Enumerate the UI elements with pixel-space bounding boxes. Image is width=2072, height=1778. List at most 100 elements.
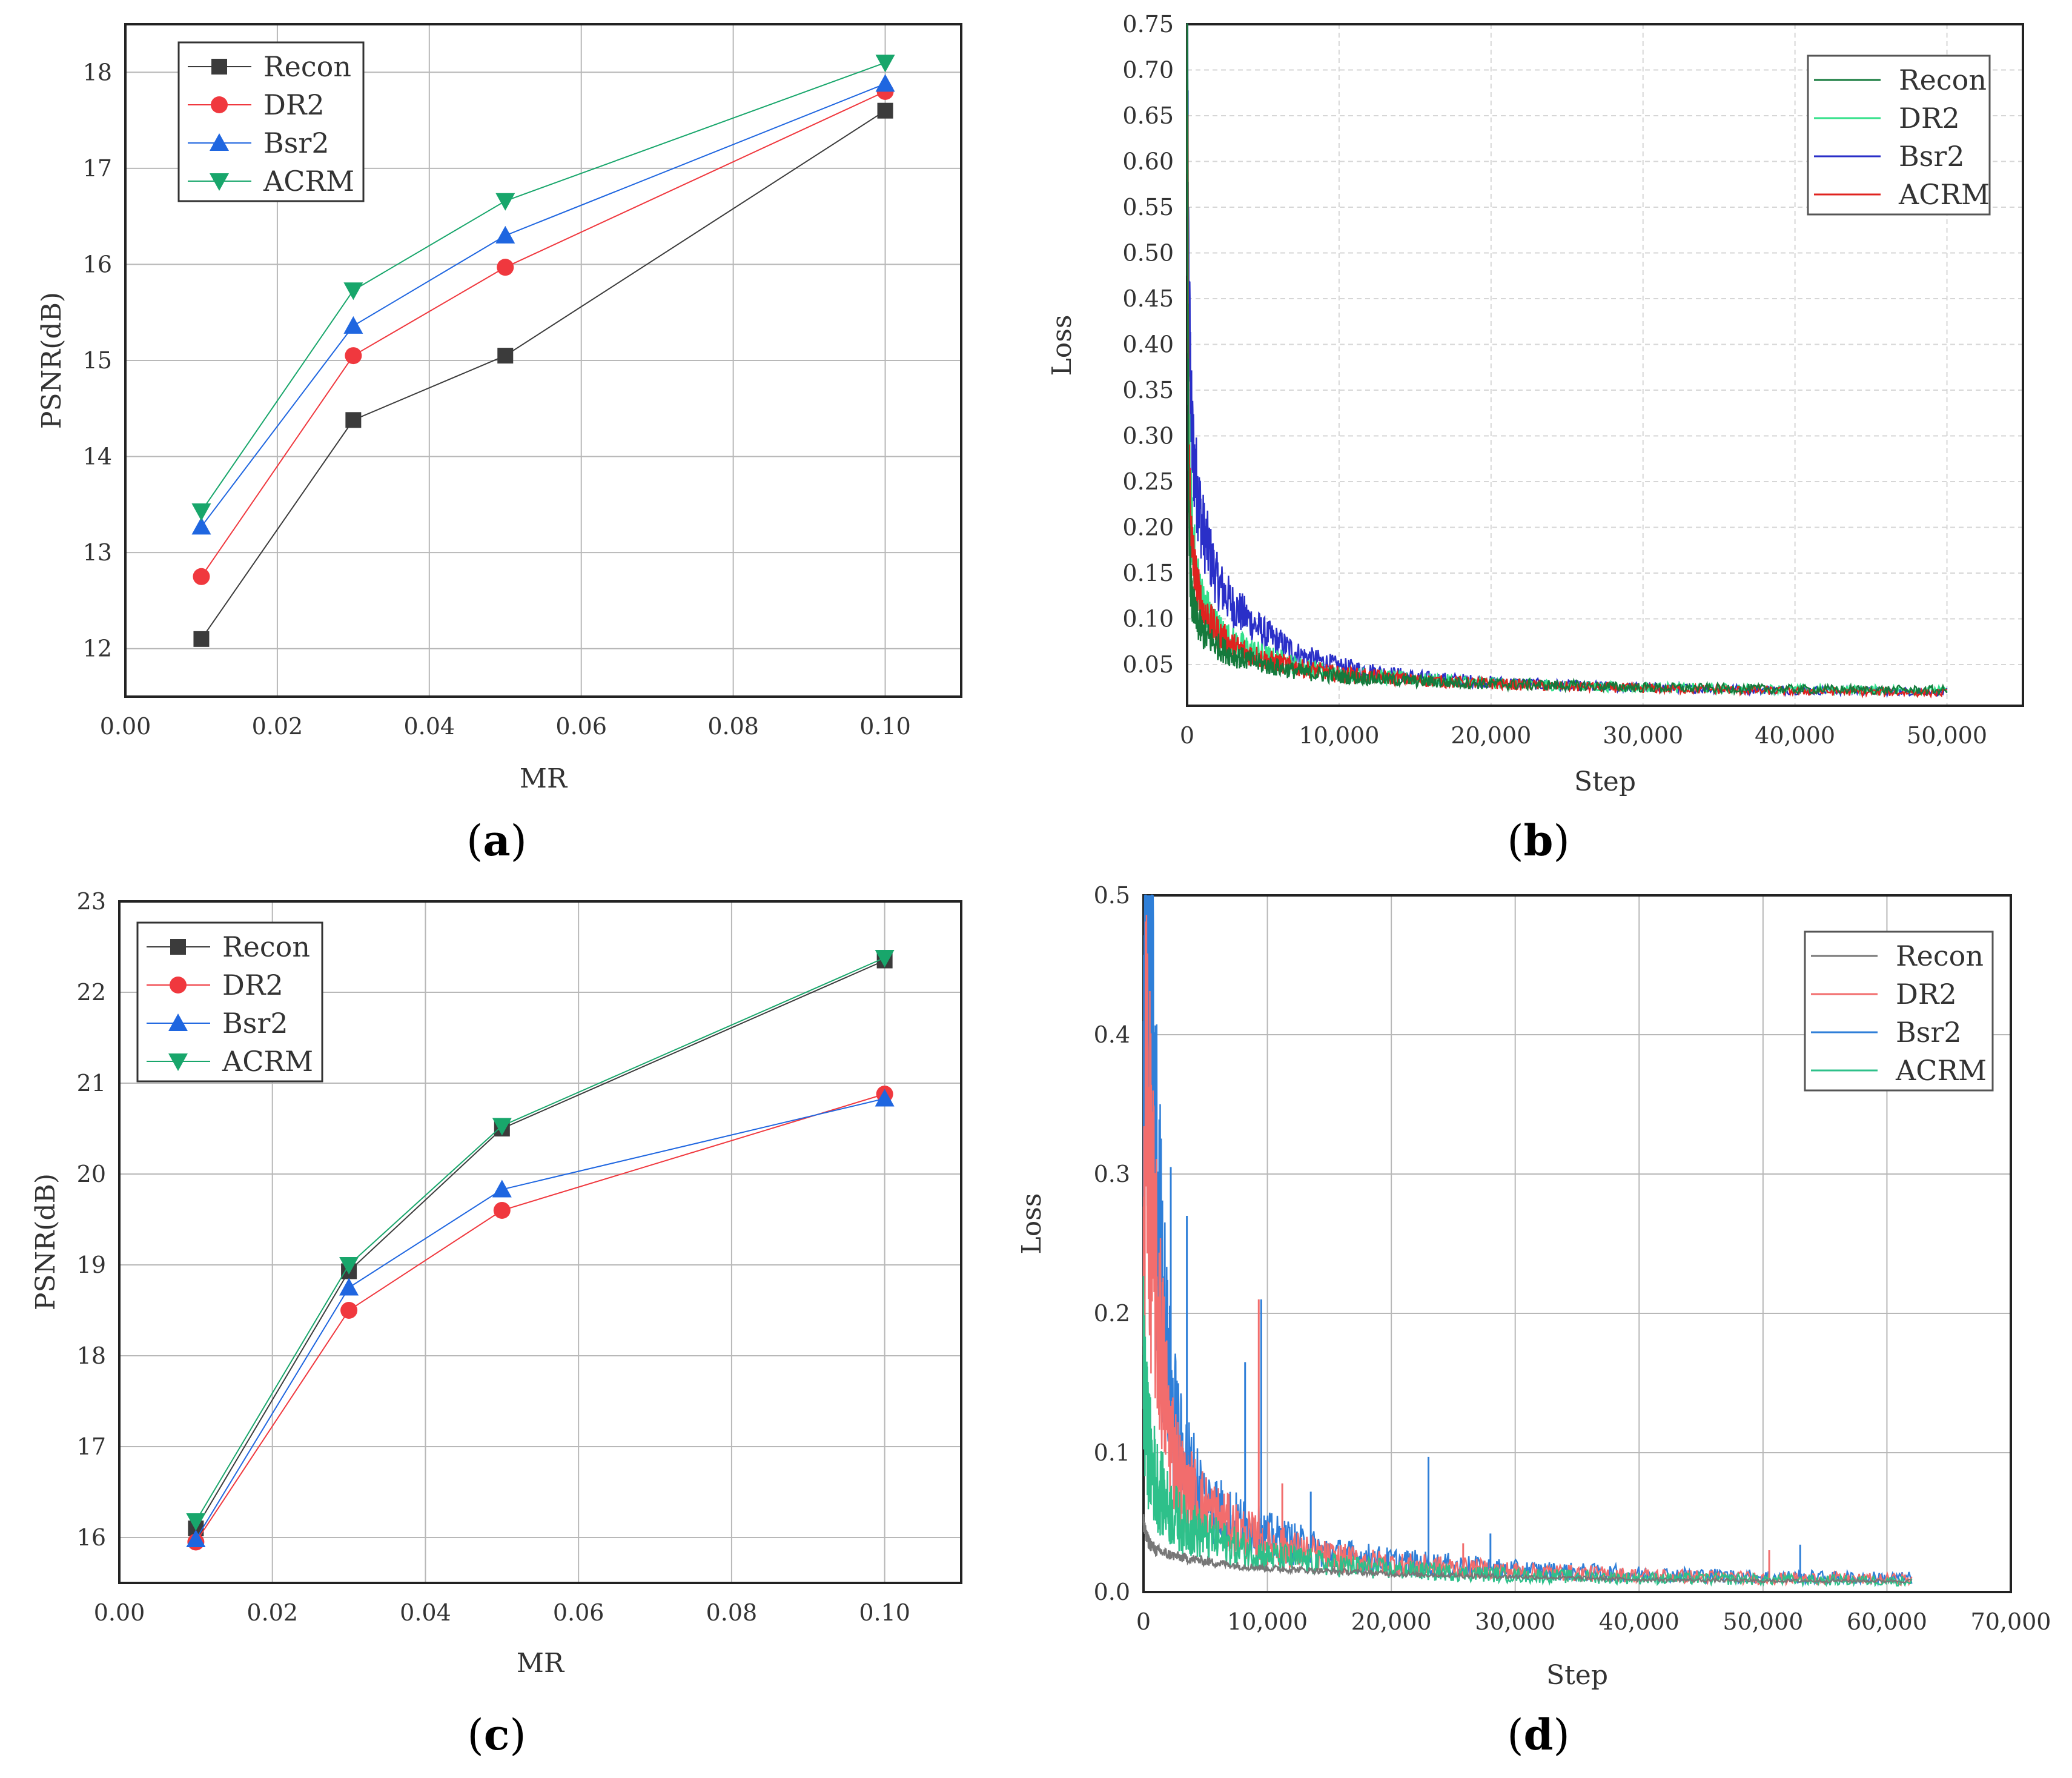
plot-frame-b: [1186, 23, 2024, 707]
y-tick-label: 21: [77, 1070, 106, 1096]
data-point-acrm: [875, 55, 895, 73]
x-tick-label: 30,000: [1475, 1608, 1555, 1635]
panel-letter-d: d: [1524, 1710, 1554, 1760]
legend-label-bsr2: Bsr2: [222, 1007, 288, 1040]
y-tick-label: 0.70: [1122, 57, 1174, 84]
data-point-acrm: [343, 282, 363, 300]
legend-marker-recon: [170, 939, 186, 955]
legend-label-dr2: DR2: [1899, 102, 1960, 134]
data-point-recon: [345, 412, 362, 428]
chart-panel-b: 0 10,000 20,000 30,000 40,000 50,000 0.05 0.10 0…: [1047, 11, 2024, 797]
y-tick-label: 12: [83, 635, 112, 662]
plot-frame-a: [124, 23, 962, 698]
panel-label-d: (d): [1507, 1710, 1570, 1760]
y-tick-label: 0.30: [1122, 423, 1174, 449]
data-point-bsr2: [191, 517, 211, 535]
y-tick-label: 17: [77, 1433, 106, 1460]
y-tick-label: 0.55: [1122, 194, 1174, 221]
y-tick-label: 0.50: [1122, 240, 1174, 267]
series-line-bsr2: [200, 83, 885, 527]
x-axis-label-d: Step: [1546, 1660, 1608, 1691]
x-tick-label: 0: [1180, 722, 1194, 749]
panel-label-a: (a): [466, 815, 527, 866]
chart-panel-c: 0.00 0.02 0.04 0.06 0.08 0.10 16 17 18 19 20 21 22 23…: [30, 888, 962, 1679]
panel-letter-a: a: [483, 815, 510, 866]
legend-marker-bsr2: [168, 1013, 188, 1031]
data-point-bsr2: [875, 1089, 895, 1107]
data-point-bsr2: [186, 1530, 206, 1547]
y-tick-label: 17: [83, 155, 112, 182]
chart-panel-a: 0.00 0.02 0.04 0.06 0.08 0.10 12 13 14 15 16 17 18 M…: [36, 23, 962, 794]
x-tick-label: 10,000: [1227, 1608, 1308, 1635]
series-line-acrm: [1186, 24, 1947, 699]
y-tick-label: 18: [77, 1342, 106, 1369]
y-tick-label: 0.25: [1122, 468, 1174, 495]
legend-label-acrm: ACRM: [222, 1045, 313, 1078]
legend-b: Recon DR2 Bsr2 ACRM: [1807, 55, 1991, 216]
legend-label-dr2: DR2: [263, 88, 325, 121]
y-tick-label: 23: [77, 888, 106, 915]
y-tick-label: 0.75: [1122, 11, 1174, 38]
legend-label-recon: Recon: [222, 930, 310, 963]
x-axis-label-c: MR: [517, 1648, 565, 1679]
y-tick-label: 0.15: [1122, 560, 1174, 586]
series-c: [186, 950, 895, 1551]
series-a: [191, 55, 895, 647]
data-point-bsr2: [343, 316, 363, 334]
series-line-recon: [200, 110, 886, 640]
x-axis-label-a: MR: [520, 763, 568, 794]
series-line-acrm: [195, 957, 885, 1522]
legend-marker-acrm: [168, 1053, 188, 1071]
x-tick-label: 20,000: [1351, 1608, 1432, 1635]
ticks-c: 0.00 0.02 0.04 0.06 0.08 0.10 16 17 18 19 20 21 22 23: [77, 888, 910, 1626]
data-point-recon: [497, 348, 514, 364]
series-line-dr2: [195, 1093, 885, 1543]
x-tick-label: 10,000: [1299, 722, 1379, 749]
legend-label-recon: Recon: [1896, 940, 1984, 972]
legend-marker-dr2: [170, 977, 187, 993]
y-tick-label: 0.35: [1122, 377, 1174, 403]
y-tick-label: 0.10: [1122, 606, 1174, 632]
legend-box: [136, 921, 323, 1083]
y-tick-label: 20: [77, 1161, 106, 1187]
y-tick-label: 0.1: [1094, 1439, 1130, 1466]
data-point-acrm: [339, 1257, 359, 1275]
series-line-recon: [1142, 1514, 1912, 1584]
legend-c: Recon DR2 Bsr2 ACRM: [136, 921, 323, 1083]
x-tick-label: 0.08: [707, 713, 759, 740]
legend-box: [177, 41, 365, 202]
data-point-recon: [877, 102, 893, 119]
y-tick-label: 0.2: [1094, 1300, 1130, 1327]
x-tick-label: 0.08: [706, 1599, 758, 1626]
legend-label-recon: Recon: [263, 50, 351, 83]
legend-box: [1807, 55, 1991, 216]
y-tick-label: 19: [77, 1252, 106, 1278]
y-axis-label-b: Loss: [1047, 315, 1077, 376]
y-tick-label: 0.20: [1122, 514, 1174, 541]
data-point-acrm: [186, 1513, 206, 1531]
legend-marker-dr2: [211, 96, 228, 113]
ticks-b: 0 10,000 20,000 30,000 40,000 50,000 0.05 0.10 0…: [1122, 11, 1987, 749]
plot-frame-c: [118, 900, 962, 1584]
legend-marker-recon: [211, 59, 227, 75]
x-tick-label: 0.04: [400, 1599, 451, 1626]
x-tick-label: 50,000: [1723, 1608, 1803, 1635]
legend-label-bsr2: Bsr2: [263, 127, 329, 159]
x-tick-label: 20,000: [1451, 722, 1531, 749]
ticks-a: 0.00 0.02 0.04 0.06 0.08 0.10 12 13 14 15 16 17 18: [83, 59, 911, 740]
x-tick-label: 0: [1136, 1608, 1151, 1635]
x-tick-label: 0.00: [100, 713, 151, 740]
y-tick-label: 0.45: [1122, 285, 1174, 312]
series-line-recon: [195, 960, 885, 1529]
legend-label-dr2: DR2: [222, 969, 283, 1001]
data-point-dr2: [193, 568, 210, 585]
data-point-dr2: [497, 259, 514, 276]
data-point-recon: [193, 631, 210, 647]
series-line-recon: [1186, 23, 1948, 697]
x-tick-label: 0.02: [247, 1599, 298, 1626]
x-tick-label: 60,000: [1847, 1608, 1927, 1635]
legend-label-bsr2: Bsr2: [1899, 140, 1965, 173]
legend-a: Recon DR2 Bsr2 ACRM: [177, 41, 365, 202]
x-tick-label: 0.10: [859, 1599, 910, 1626]
